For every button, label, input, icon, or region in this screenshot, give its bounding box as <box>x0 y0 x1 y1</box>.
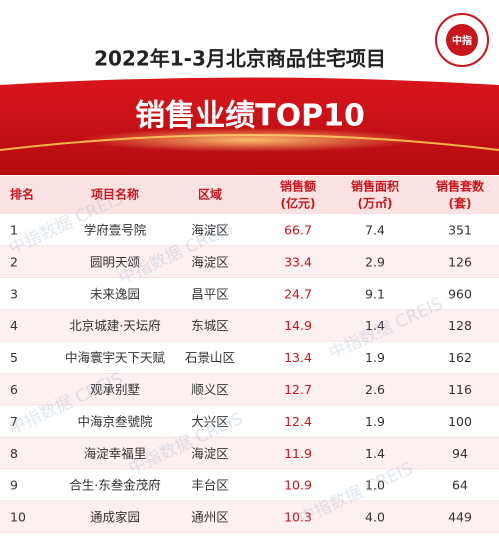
cell: 100 <box>448 414 472 429</box>
cell: 33.4 <box>284 254 312 269</box>
cell: 圆明天颂 <box>90 254 141 269</box>
cell: 12.7 <box>284 382 312 397</box>
cell: 1.4 <box>365 446 385 461</box>
column-header: 销售额 <box>280 179 316 194</box>
cell: 3 <box>10 286 18 301</box>
cell: 中海京叁號院 <box>77 414 153 429</box>
cell: 9 <box>10 478 18 493</box>
row-bg <box>0 501 499 533</box>
row-bg <box>0 405 499 438</box>
row-bg <box>0 309 499 342</box>
cell: 116 <box>448 382 472 397</box>
cell: 1.0 <box>365 478 385 493</box>
cell: 4.0 <box>365 510 385 525</box>
cell: 126 <box>448 254 472 269</box>
banner-text: 销售业绩TOP10 <box>135 99 365 134</box>
cell: 7.4 <box>365 222 385 237</box>
cell: 海淀区 <box>191 446 229 461</box>
cell: 中海寰宇天下天赋 <box>65 350 166 365</box>
column-header: 区域 <box>198 187 222 202</box>
column-header: 销售面积 <box>351 179 399 194</box>
cell: 66.7 <box>284 222 312 237</box>
cell: 观承别墅 <box>90 382 140 397</box>
logo-core <box>446 24 478 56</box>
column-unit: (万㎡) <box>358 196 393 211</box>
column-header: 排名 <box>10 187 34 202</box>
cell: 1.4 <box>365 318 385 333</box>
cell: 24.7 <box>284 286 312 301</box>
cell: 东城区 <box>191 318 229 333</box>
cell: 2.9 <box>365 254 385 269</box>
cell: 10 <box>10 510 26 525</box>
cell: 12.4 <box>284 414 312 429</box>
cell: 13.4 <box>284 350 312 365</box>
cell: 丰台区 <box>191 478 229 493</box>
cell: 7 <box>10 414 18 429</box>
header-row-bg <box>0 176 499 214</box>
row-bg <box>0 277 499 310</box>
column-header: 项目名称 <box>91 187 139 202</box>
cell: 海淀区 <box>191 222 229 237</box>
cell: 2 <box>10 254 18 269</box>
cell: 未来逸园 <box>90 286 140 301</box>
cell: 14.9 <box>284 318 312 333</box>
cell: 449 <box>448 510 472 525</box>
cell: 通成家园 <box>90 510 140 525</box>
banner-bg <box>0 77 499 175</box>
cell: 9.1 <box>365 286 385 301</box>
cell: 2.6 <box>365 382 385 397</box>
column-unit: (亿元) <box>281 196 316 211</box>
row-bg <box>0 245 499 278</box>
cell: 昌平区 <box>191 286 229 301</box>
row-bg <box>0 214 499 246</box>
cell: 64 <box>452 478 468 493</box>
column-header: 销售套数 <box>436 179 485 194</box>
cell: 顺义区 <box>191 382 229 397</box>
cell: 162 <box>448 350 472 365</box>
cell: 学府壹号院 <box>84 222 147 237</box>
cell: 石景山区 <box>185 350 235 365</box>
row-bg <box>0 469 499 502</box>
cell: 4 <box>10 318 18 333</box>
cell: 128 <box>448 318 472 333</box>
row-bg <box>0 341 499 374</box>
logo-text: 中指 <box>452 34 472 47</box>
cell: 94 <box>452 446 468 461</box>
column-unit: (套) <box>449 196 472 211</box>
cell: 北京城建·天坛府 <box>69 318 160 333</box>
title: 2022年1-3月北京商品住宅项目 <box>94 47 386 71</box>
cell: 合生·东叁金茂府 <box>69 478 160 493</box>
cell: 351 <box>448 222 472 237</box>
cell: 1.9 <box>365 350 385 365</box>
row-bg <box>0 373 499 406</box>
cell: 10.9 <box>284 478 312 493</box>
cell: 960 <box>448 286 472 301</box>
cell: 10.3 <box>284 510 312 525</box>
cell: 1.9 <box>365 414 385 429</box>
cell: 海淀幸福里 <box>84 446 147 461</box>
cell: 11.9 <box>284 446 312 461</box>
cell: 5 <box>10 350 18 365</box>
cell: 大兴区 <box>191 414 229 429</box>
row-bg <box>0 437 499 470</box>
banner-glow <box>80 128 420 152</box>
cell: 通州区 <box>191 510 229 525</box>
cell: 海淀区 <box>191 254 229 269</box>
cell: 8 <box>10 446 18 461</box>
cell: 6 <box>10 382 18 397</box>
cell: 1 <box>10 222 18 237</box>
